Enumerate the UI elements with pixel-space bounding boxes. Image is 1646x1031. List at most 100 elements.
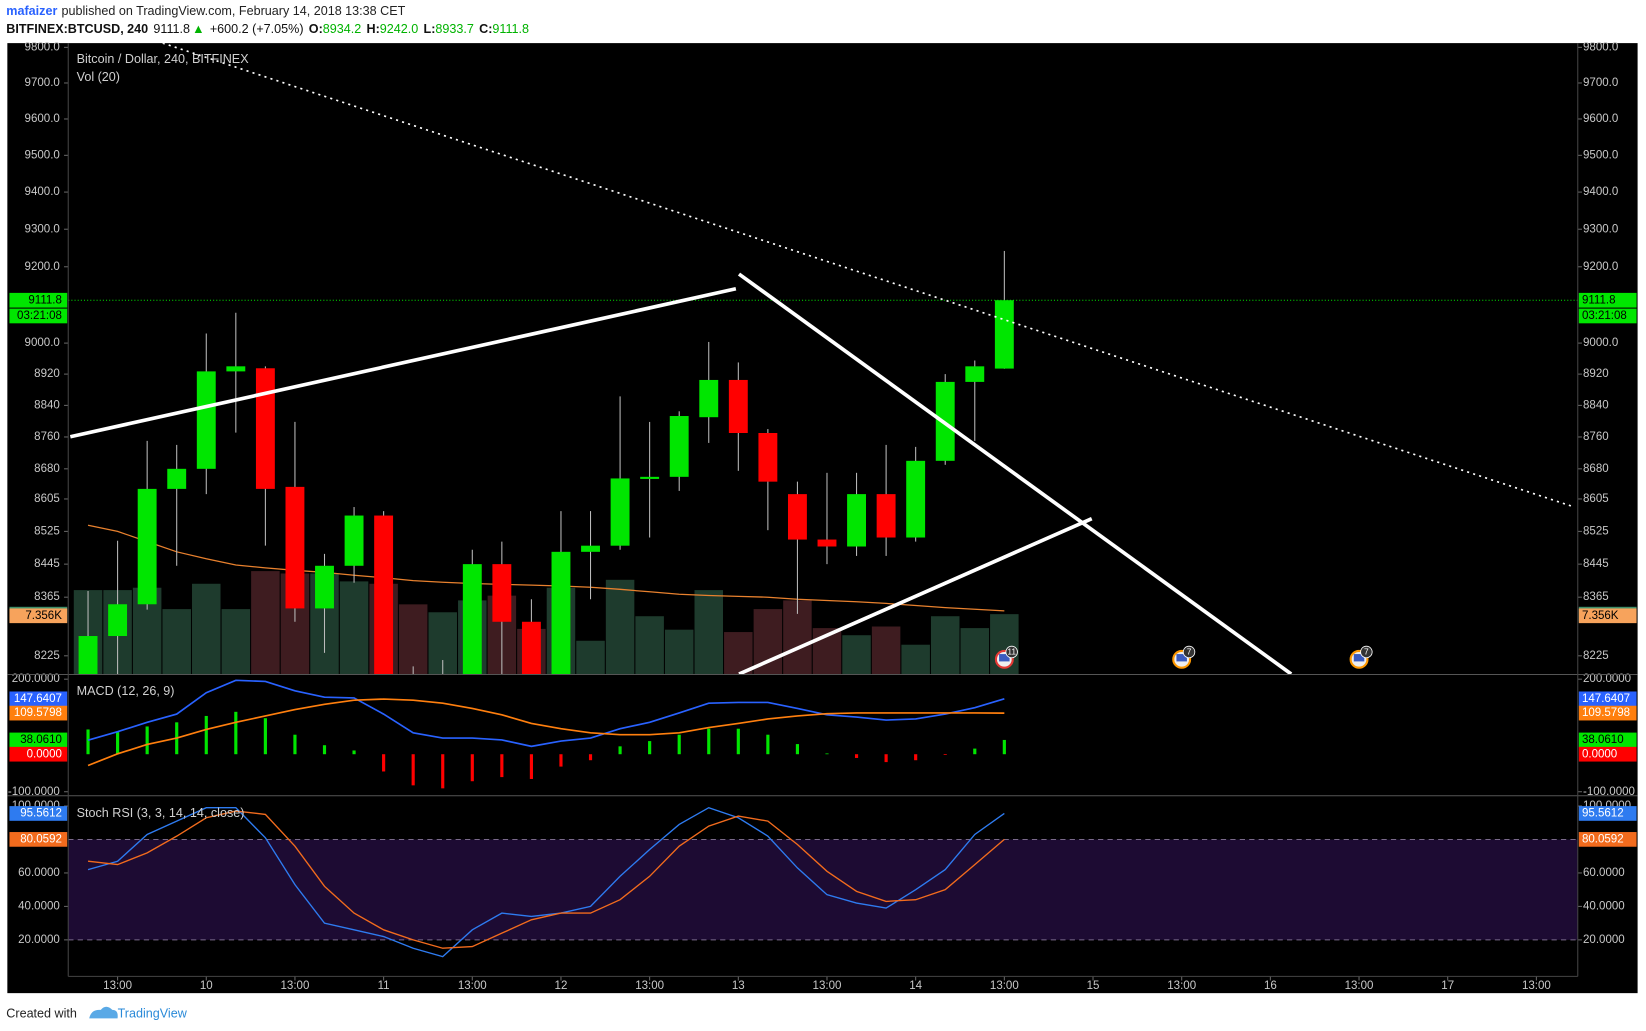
value-tag-label: 03:21:08: [17, 310, 62, 322]
stoch-pane: [68, 806, 1578, 958]
y-tick-label: 200.0000: [1583, 673, 1631, 685]
x-tick-label: 13:00: [458, 980, 487, 992]
value-tag: [9, 705, 68, 721]
volume-bar: [960, 628, 990, 675]
y-tick-label: -100.0000: [8, 786, 60, 798]
volume-bar: [398, 604, 428, 675]
x-tick-label: 13:00: [635, 980, 664, 992]
header-text: BITFINEX:BTCUSD, 240: [6, 22, 148, 36]
x-tick-label: 13:00: [990, 980, 1019, 992]
histogram-bar: [529, 754, 533, 779]
header-text: 9111.8: [153, 22, 190, 36]
candle-body: [285, 486, 305, 609]
candle-body: [108, 604, 128, 637]
histogram-bar: [145, 726, 149, 755]
y-tick-label: 9300.0: [1583, 223, 1618, 235]
candle-body: [255, 368, 275, 489]
candle-body: [728, 379, 748, 434]
volume-bar: [724, 632, 753, 675]
y-tick-label: -100.0000: [1583, 786, 1635, 798]
header-text: 9242.0: [380, 22, 418, 36]
volume-bar: [871, 626, 901, 675]
created-with: Created with: [6, 1006, 77, 1020]
drawings: [69, 43, 1575, 675]
price-pane: 11 7 7: [68, 250, 1578, 675]
histogram-bar: [677, 734, 681, 755]
tv-logo: [89, 1006, 118, 1019]
y-tick-label: 8760: [1583, 431, 1609, 443]
histogram-bar: [854, 754, 859, 758]
y-tick-label: 9700.0: [25, 77, 60, 89]
y-tick-label: 9600.0: [1583, 113, 1618, 125]
histogram-bar: [766, 734, 770, 755]
histogram-bar: [293, 734, 297, 755]
histogram-bar: [322, 745, 327, 755]
histogram-bar: [470, 754, 474, 782]
candle-body: [78, 636, 98, 675]
volume-bar: [162, 609, 191, 675]
histogram-bar: [500, 754, 504, 778]
trendline: [737, 272, 1293, 675]
y-tick-label: 8680: [34, 463, 60, 475]
candle-body: [817, 539, 837, 547]
candle-body: [374, 515, 394, 675]
x-tick-label: 14: [909, 980, 922, 992]
y-tick-label: 8365: [34, 591, 60, 603]
candle-body: [847, 494, 866, 547]
value-tag: [9, 608, 68, 624]
volume-bar: [605, 579, 635, 675]
candle-body: [315, 565, 334, 609]
histogram-bar: [707, 728, 711, 755]
value-tag-label: 147.6407: [14, 693, 62, 705]
x-tick-label: 13:00: [281, 980, 310, 992]
chart-title: Stoch RSI (3, 3, 14, 14, close): [77, 806, 245, 820]
value-tag-label: 109.5798: [1582, 707, 1630, 719]
event-count: 7: [1187, 647, 1192, 657]
event-count: 11: [1007, 647, 1016, 657]
candle-body: [226, 366, 246, 372]
volume-bar: [251, 571, 280, 675]
x-tick-label: 12: [555, 980, 568, 992]
author[interactable]: mafaizer: [6, 4, 57, 18]
y-tick-label: 9800.0: [25, 41, 60, 53]
value-tag: [9, 806, 68, 821]
value-tag: [9, 746, 68, 762]
value-tag-label: 38.0610: [1582, 734, 1624, 746]
value-tag-label: 95.5612: [1582, 808, 1624, 820]
header-text: 8934.2: [323, 22, 361, 36]
y-tick-label: 9200.0: [1583, 261, 1618, 273]
y-tick-label: 60.0000: [18, 867, 60, 879]
value-tag: [9, 832, 68, 847]
y-tick-label: 200.0000: [12, 673, 60, 685]
y-tick-label: 8365: [1583, 591, 1609, 603]
value-tag: [1578, 608, 1637, 624]
y-tick-label: 8920: [34, 368, 60, 380]
event-flag: [1353, 654, 1365, 662]
symbol-line: BITFINEX:BTCUSD, 240 9111.8 ▲ +600.2 (+7.05…: [6, 22, 529, 36]
header-text: 8933.7: [435, 22, 473, 36]
trendline: [738, 516, 1093, 675]
published: published on TradingView.com, February 1…: [62, 4, 406, 18]
band: [68, 839, 1578, 940]
histogram-bar: [352, 750, 356, 755]
brand[interactable]: TradingView: [118, 1006, 188, 1020]
y-tick-label: 60.0000: [1583, 867, 1625, 879]
x-tick-label: 13:00: [1345, 980, 1374, 992]
y-tick-label: 8525: [1583, 525, 1609, 537]
candle-body: [521, 621, 541, 675]
x-tick-label: 13: [732, 980, 745, 992]
value-tag-label: 7.356K: [25, 610, 62, 622]
histogram-bar: [825, 753, 829, 755]
y-tick-label: 40.0000: [18, 900, 60, 912]
histogram-bar: [736, 728, 740, 755]
header-text: O:: [309, 22, 323, 36]
stoch-line: [87, 810, 1005, 949]
event-count: 7: [1364, 647, 1369, 657]
value-tag-label: 80.0592: [1582, 833, 1624, 845]
chart-title: MACD (12, 26, 9): [77, 684, 175, 698]
trendline: [69, 286, 737, 439]
value-tag: [9, 691, 68, 707]
volume-bar: [192, 583, 221, 675]
x-tick-label: 13:00: [813, 980, 842, 992]
